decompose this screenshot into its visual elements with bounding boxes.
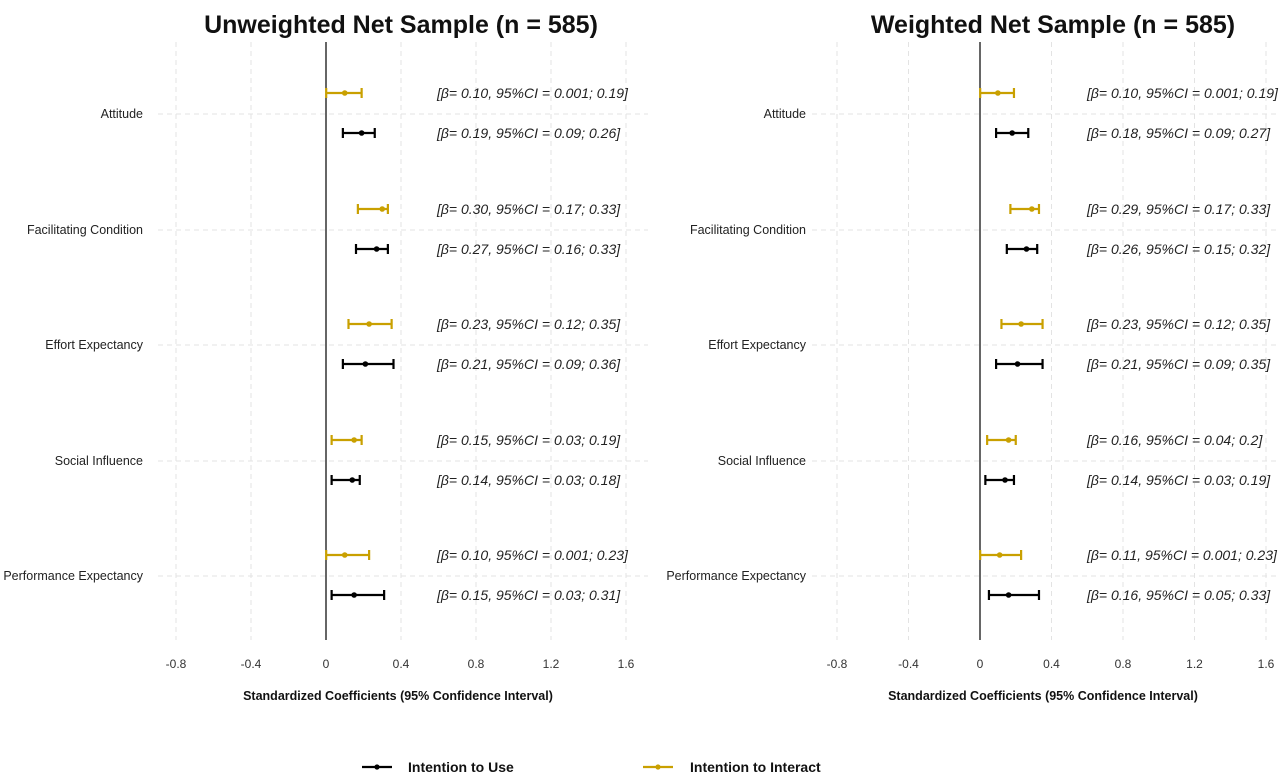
point-estimate-intention-to-interact [1005, 437, 1012, 443]
x-axis-label: Standardized Coefficients (95% Confidenc… [888, 689, 1198, 703]
coefficient-annotation: [β= 0.16, 95%CI = 0.05; 0.33] [1086, 587, 1271, 603]
point-estimate-intention-to-use [1009, 130, 1015, 136]
error-bar-intention-to-interact [325, 88, 363, 98]
error-bar-intention-to-interact [986, 435, 1017, 445]
x-tick-label: 1.6 [618, 657, 635, 671]
coefficient-annotation: [β= 0.15, 95%CI = 0.03; 0.19] [436, 432, 621, 448]
chart-title: Unweighted Net Sample (n = 585) [204, 11, 598, 39]
point-estimate-intention-to-interact [995, 90, 1001, 96]
x-tick-label: 0.4 [1043, 657, 1060, 671]
legend-swatch-point [655, 764, 661, 770]
category-label: Performance Expectancy [3, 569, 143, 583]
point-estimate-intention-to-use [1014, 361, 1021, 367]
error-bar-intention-to-use [330, 475, 361, 485]
x-tick-label: 0 [323, 657, 330, 671]
point-estimate-intention-to-interact [341, 552, 348, 558]
error-bar-intention-to-interact [979, 550, 1023, 560]
category-label: Social Influence [718, 454, 806, 468]
category-label: Social Influence [55, 454, 143, 468]
category-label: Effort Expectancy [45, 338, 143, 352]
point-estimate-intention-to-use [1023, 246, 1030, 252]
legend-label: Intention to Use [408, 759, 514, 775]
error-bar-intention-to-use [341, 128, 376, 138]
x-tick-label: -0.8 [166, 657, 187, 671]
legend-label: Intention to Interact [690, 759, 821, 775]
chart-title: Weighted Net Sample (n = 585) [871, 11, 1235, 39]
error-bar-intention-to-use [330, 590, 386, 600]
error-bar-intention-to-use [994, 359, 1044, 369]
error-bar-intention-to-use [987, 590, 1041, 600]
legend-item-intention-to-use: Intention to Use [362, 759, 514, 775]
point-estimate-intention-to-interact [1029, 206, 1035, 212]
error-bar-intention-to-use [354, 244, 389, 254]
x-tick-label: 0.8 [468, 657, 485, 671]
coefficient-annotation: [β= 0.10, 95%CI = 0.001; 0.19] [436, 85, 629, 101]
coefficient-annotation: [β= 0.23, 95%CI = 0.12; 0.35] [1086, 316, 1271, 332]
coefficient-annotation: [β= 0.21, 95%CI = 0.09; 0.35] [1086, 356, 1271, 372]
point-estimate-intention-to-interact [996, 552, 1003, 558]
coefficient-annotation: [β= 0.21, 95%CI = 0.09; 0.36] [436, 356, 621, 372]
x-tick-label: 1.2 [1186, 657, 1203, 671]
point-estimate-intention-to-use [373, 246, 380, 252]
x-tick-label: -0.8 [827, 657, 848, 671]
point-estimate-intention-to-use [349, 477, 356, 483]
coefficient-annotation: [β= 0.14, 95%CI = 0.03; 0.18] [436, 472, 621, 488]
chart-panel-2: Weighted Net Sample (n = 585) -0.8 -0.4 0 0.… [666, 11, 1279, 703]
point-estimate-intention-to-interact [351, 437, 357, 443]
coefficient-annotation: [β= 0.18, 95%CI = 0.09; 0.27] [1086, 125, 1271, 141]
legend: Intention to Use Intention to Interact [362, 759, 821, 775]
category-label: Facilitating Condition [27, 223, 143, 237]
coefficient-annotation: [β= 0.11, 95%CI = 0.001; 0.23] [1086, 547, 1278, 563]
error-bar-intention-to-interact [330, 435, 363, 445]
error-bar-intention-to-use [341, 359, 395, 369]
point-estimate-intention-to-use [358, 130, 365, 136]
x-tick-label: 1.6 [1258, 657, 1275, 671]
x-tick-label: 1.2 [543, 657, 560, 671]
error-bar-intention-to-interact [325, 550, 371, 560]
coefficient-annotation: [β= 0.27, 95%CI = 0.16; 0.33] [436, 241, 621, 257]
point-estimate-intention-to-use [1005, 592, 1012, 598]
legend-item-intention-to-interact: Intention to Interact [643, 759, 821, 775]
x-axis-label: Standardized Coefficients (95% Confidenc… [243, 689, 553, 703]
x-tick-label: -0.4 [898, 657, 919, 671]
coefficient-annotation: [β= 0.26, 95%CI = 0.15; 0.32] [1086, 241, 1271, 257]
error-bar-intention-to-interact [356, 204, 389, 214]
point-estimate-intention-to-interact [1018, 321, 1024, 327]
coefficient-annotation: [β= 0.30, 95%CI = 0.17; 0.33] [436, 201, 621, 217]
point-estimate-intention-to-use [351, 592, 357, 598]
error-bar-intention-to-use [994, 128, 1030, 138]
point-estimate-intention-to-interact [366, 321, 372, 327]
category-label: Attitude [101, 107, 143, 121]
coefficient-annotation: [β= 0.23, 95%CI = 0.12; 0.35] [436, 316, 621, 332]
x-tick-label: 0.4 [393, 657, 410, 671]
point-estimate-intention-to-use [1002, 477, 1008, 483]
coefficient-annotation: [β= 0.29, 95%CI = 0.17; 0.33] [1086, 201, 1271, 217]
point-estimate-intention-to-interact [379, 206, 386, 212]
category-label: Effort Expectancy [708, 338, 806, 352]
coefficient-annotation: [β= 0.14, 95%CI = 0.03; 0.19] [1086, 472, 1271, 488]
error-bar-intention-to-use [1005, 244, 1039, 254]
error-bar-intention-to-interact [1009, 204, 1041, 214]
point-estimate-intention-to-interact [341, 90, 348, 96]
x-tick-label: -0.4 [241, 657, 262, 671]
legend-swatch-point [374, 764, 380, 770]
coefficient-annotation: [β= 0.16, 95%CI = 0.04; 0.2] [1086, 432, 1263, 448]
coefficient-annotation: [β= 0.19, 95%CI = 0.09; 0.26] [436, 125, 621, 141]
x-tick-label: 0.8 [1115, 657, 1132, 671]
error-bar-intention-to-interact [347, 319, 393, 329]
x-tick-label: 0 [977, 657, 984, 671]
point-estimate-intention-to-use [362, 361, 369, 367]
error-bar-intention-to-use [984, 475, 1016, 485]
category-label: Attitude [764, 107, 806, 121]
coefficient-annotation: [β= 0.10, 95%CI = 0.001; 0.23] [436, 547, 629, 563]
category-label: Performance Expectancy [666, 569, 806, 583]
error-bar-intention-to-interact [979, 88, 1016, 98]
error-bar-intention-to-interact [1000, 319, 1044, 329]
coefficient-annotation: [β= 0.10, 95%CI = 0.001; 0.19] [1086, 85, 1279, 101]
chart-panel-1: Unweighted Net Sample (n = 585) -0.8 -0.4 0… [3, 11, 648, 703]
coefficient-annotation: [β= 0.15, 95%CI = 0.03; 0.31] [436, 587, 621, 603]
category-label: Facilitating Condition [690, 223, 806, 237]
